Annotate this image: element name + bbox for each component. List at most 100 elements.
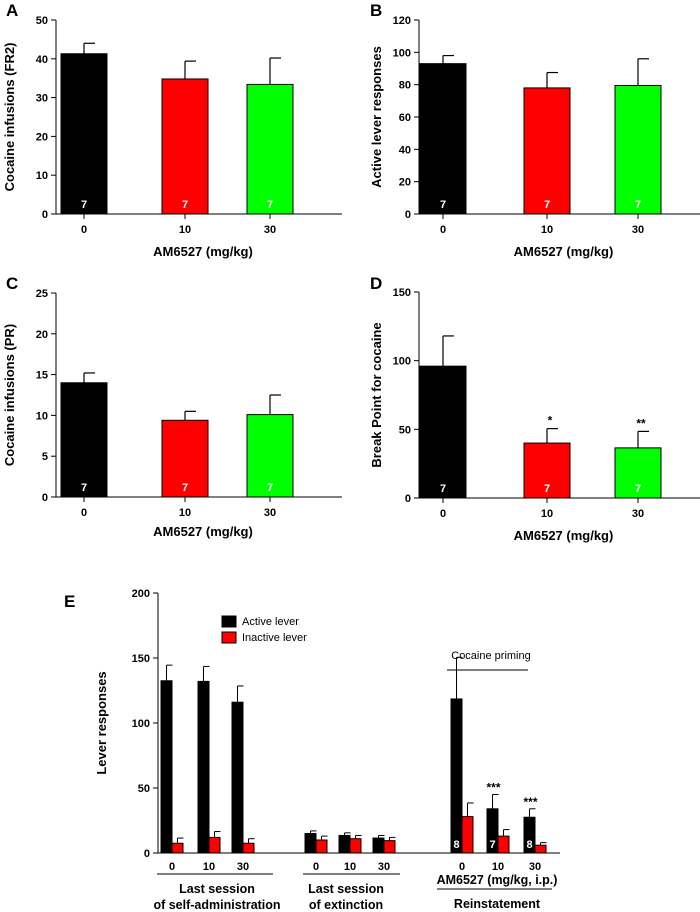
x-tick-label: 0 — [81, 507, 87, 519]
bar-group: 0 10 30 — [304, 830, 396, 873]
x-tick-label: 30 — [529, 861, 541, 873]
y-tick-label: 15 — [36, 370, 48, 382]
y-axis-label: Cocaine infusions (PR) — [2, 324, 17, 466]
y-tick-label: 200 — [132, 588, 150, 600]
x-tick-label: 0 — [459, 861, 465, 873]
y-tick-label: 0 — [42, 209, 48, 221]
y-tick-label: 20 — [36, 131, 48, 143]
bar-active — [160, 680, 173, 854]
x-tick-label: 10 — [203, 861, 215, 873]
n-label: 8 — [453, 839, 459, 851]
y-tick-label: 50 — [36, 15, 48, 27]
bar — [614, 447, 662, 499]
bar-active — [450, 698, 463, 854]
bar-group: 807***108***30 — [450, 656, 547, 873]
x-tick-label: 30 — [237, 861, 249, 873]
x-axis-label: AM6527 (mg/kg) — [514, 528, 614, 543]
legend-swatch — [221, 631, 237, 644]
bar-inactive — [208, 836, 221, 854]
y-axis-label: Break Point for cocaine — [369, 322, 384, 467]
y-tick-label: 40 — [399, 144, 411, 156]
bar — [419, 63, 467, 215]
bar-active — [231, 701, 244, 854]
bar-inactive — [349, 838, 362, 854]
bar-inactive — [461, 816, 474, 854]
y-axis-label: Cocaine infusions (FR2) — [2, 43, 17, 192]
y-tick-label: 80 — [399, 80, 411, 92]
x-axis-label: AM6527 (mg/kg) — [514, 244, 614, 259]
group-label: of extinction — [309, 898, 383, 912]
n-label: 8 — [526, 839, 532, 851]
panel-b: B 0 20 40 60 80 100 120 7 0 7 10 7 30 Active lever res… — [369, 1, 700, 259]
bar-inactive — [315, 839, 328, 854]
bar — [60, 53, 108, 215]
significance-label: *** — [486, 781, 500, 795]
y-tick-label: 20 — [399, 177, 411, 189]
bar-active — [338, 834, 351, 854]
group-label: Reinstatement — [454, 897, 541, 911]
x-tick-label: 30 — [378, 861, 390, 873]
panel-letter: B — [370, 1, 382, 20]
bar-inactive — [383, 840, 396, 854]
x-tick-label: 0 — [313, 861, 319, 873]
x-tick-label: 30 — [632, 224, 644, 236]
legend-label: Active lever — [242, 616, 299, 628]
y-tick-label: 100 — [132, 718, 150, 730]
y-tick-label: 50 — [399, 424, 411, 436]
bar — [614, 84, 662, 215]
group-label: Last session — [308, 882, 384, 896]
x-axis-label: AM6527 (mg/kg) — [153, 524, 253, 539]
x-tick-label: 0 — [440, 508, 446, 520]
x-tick-label: 30 — [264, 224, 276, 236]
panel-a: A 0 10 20 30 40 50 7 0 7 10 7 30 Cocaine infusions (F… — [2, 1, 342, 259]
n-label: 7 — [489, 839, 495, 851]
y-tick-label: 10 — [36, 170, 48, 182]
x-tick-label: 0 — [169, 861, 175, 873]
significance-label: ** — [636, 416, 646, 430]
n-label: 7 — [267, 482, 273, 494]
group-label: Last session — [179, 882, 255, 896]
y-tick-label: 20 — [36, 329, 48, 341]
bar — [246, 83, 294, 215]
x-tick-label: 10 — [492, 861, 504, 873]
significance-label: * — [548, 414, 553, 428]
annotation-text: Cocaine priming — [451, 650, 530, 662]
n-label: 7 — [544, 199, 550, 211]
bar — [60, 382, 108, 498]
n-label: 7 — [81, 482, 87, 494]
bar — [419, 365, 467, 499]
n-label: 7 — [635, 483, 641, 495]
n-label: 7 — [182, 199, 188, 211]
x-tick-label: 30 — [632, 508, 644, 520]
legend-swatch — [221, 615, 237, 628]
x-tick-label: 10 — [541, 224, 553, 236]
y-tick-label: 25 — [36, 288, 48, 300]
bar-inactive — [497, 835, 510, 854]
panel-letter: E — [64, 592, 75, 611]
n-label: 7 — [182, 482, 188, 494]
x-tick-label: 0 — [81, 224, 87, 236]
n-label: 7 — [81, 199, 87, 211]
bar — [523, 442, 571, 499]
bar-active — [486, 808, 499, 854]
bar-active — [304, 833, 317, 854]
panel-c: C 0 5 10 15 20 25 7 0 7 10 7 30 Cocaine infusions (PR… — [2, 274, 342, 539]
group-label: of self-administration — [153, 898, 280, 912]
bar-group: 0 10 30 — [160, 664, 255, 873]
panel-d: D 0 50 100 150 7 0 7 * 10 7 ** 30 Break Point for coc… — [369, 274, 700, 543]
bar-active — [197, 680, 210, 854]
y-tick-label: 5 — [42, 451, 48, 463]
n-label: 7 — [635, 199, 641, 211]
y-axis-label: Lever responses — [94, 671, 109, 774]
y-tick-label: 50 — [138, 783, 150, 795]
n-label: 7 — [440, 483, 446, 495]
x-tick-label: 10 — [179, 507, 191, 519]
bar — [246, 414, 294, 498]
panel-letter: C — [6, 274, 18, 293]
y-tick-label: 0 — [405, 209, 411, 221]
x-tick-label: 30 — [264, 507, 276, 519]
x-axis-label: AM6527 (mg/kg) — [153, 244, 253, 259]
bar-inactive — [534, 844, 547, 854]
